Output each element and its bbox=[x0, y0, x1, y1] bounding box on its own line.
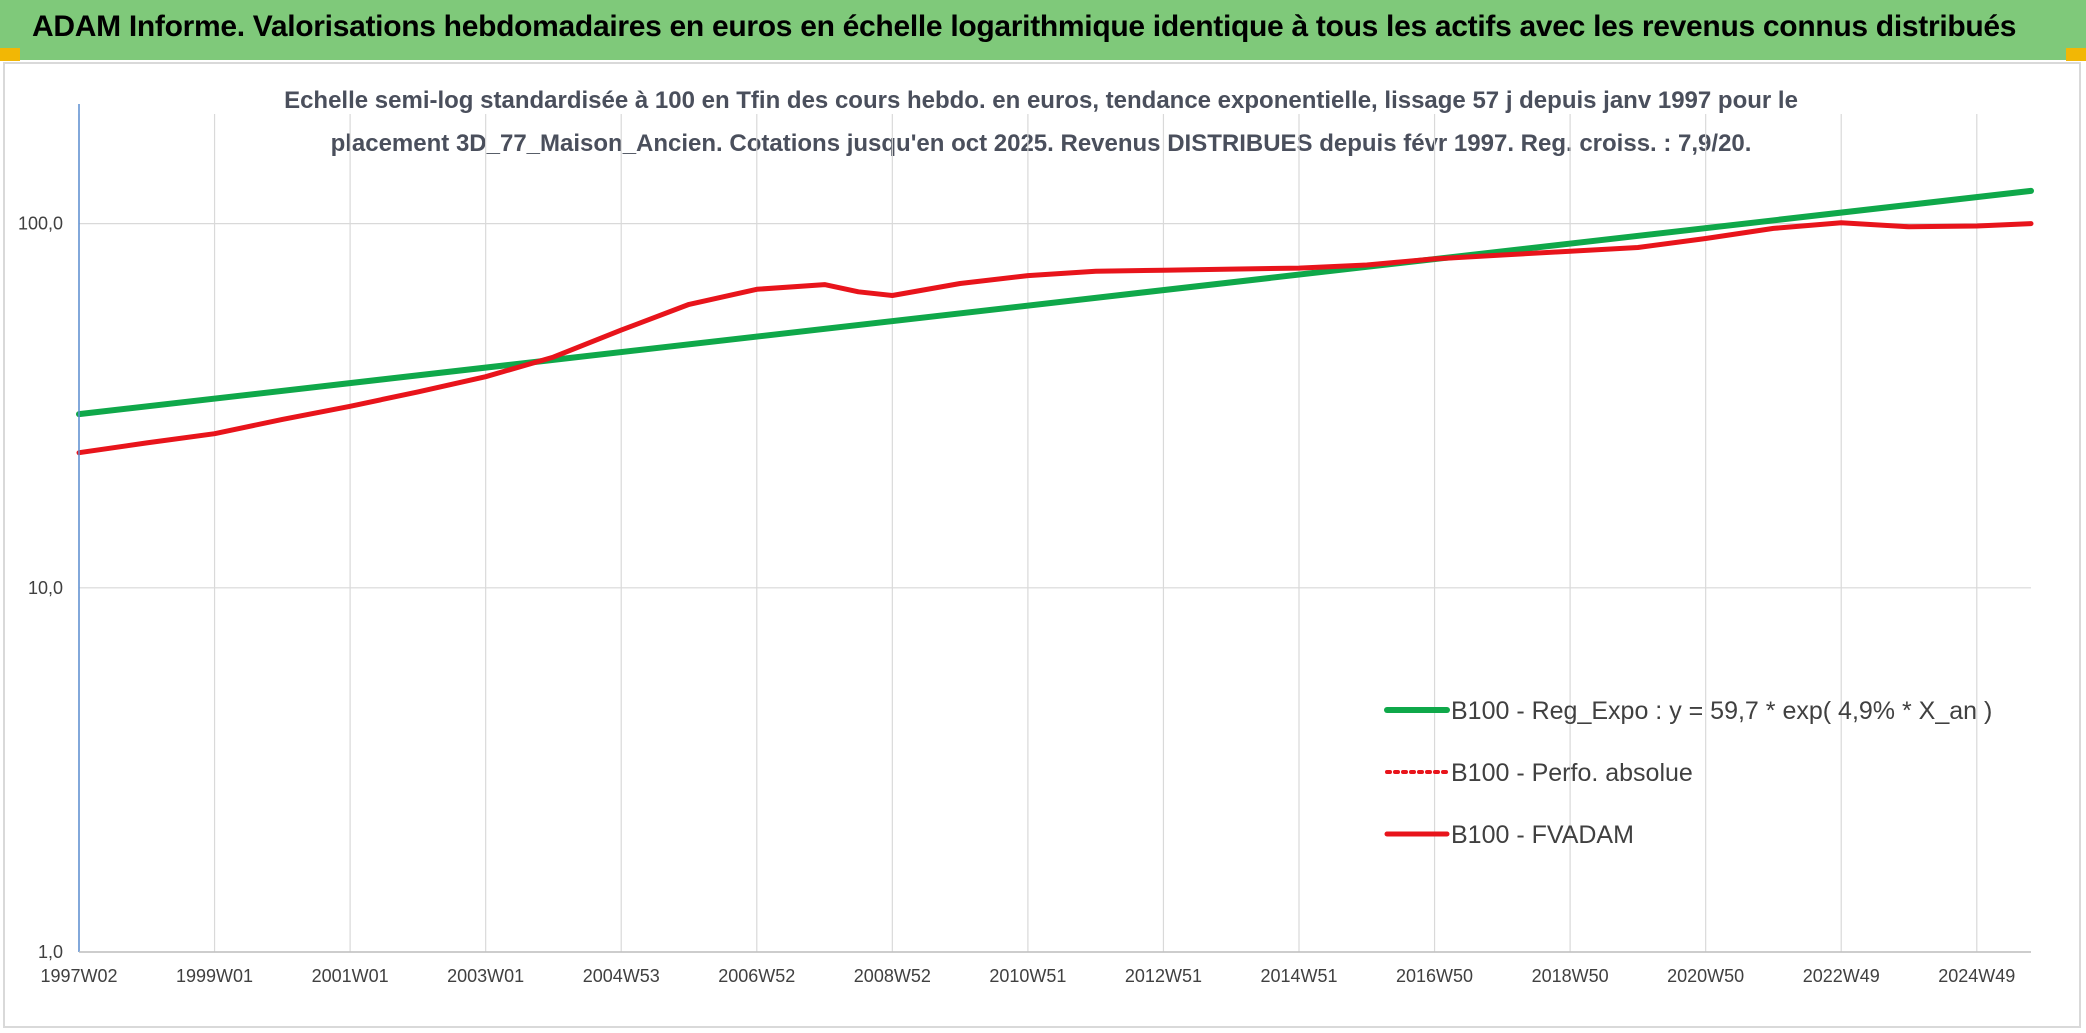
grid-layer bbox=[78, 114, 2031, 953]
x-tick-label: 2001W01 bbox=[312, 966, 389, 986]
chart-subtitle-line-1: Echelle semi-log standardisée à 100 en T… bbox=[284, 87, 1798, 114]
legend-label-1: B100 - Perfo. absolue bbox=[1451, 759, 1693, 787]
log-line-chart: Echelle semi-log standardisée à 100 en T… bbox=[18, 87, 2034, 986]
x-tick-label: 2022W49 bbox=[1803, 966, 1880, 986]
x-tick-label: 2018W50 bbox=[1532, 966, 1609, 986]
series-line-2 bbox=[76, 220, 2034, 456]
legend-label-2: B100 - FVADAM bbox=[1451, 821, 1634, 849]
legend-label-0: B100 - Reg_Expo : y = 59,7 * exp( 4,9% *… bbox=[1451, 697, 1992, 725]
x-tick-label: 2004W53 bbox=[583, 966, 660, 986]
x-tick-label: 2020W50 bbox=[1667, 966, 1744, 986]
x-tick-label: 2016W50 bbox=[1396, 966, 1473, 986]
x-tick-label: 2003W01 bbox=[447, 966, 524, 986]
x-tick-label: 2012W51 bbox=[1125, 966, 1202, 986]
x-tick-label: 2008W52 bbox=[854, 966, 931, 986]
chart-legend: B100 - Reg_Expo : y = 59,7 * exp( 4,9% *… bbox=[1384, 697, 1992, 849]
x-tick-label: 1997W02 bbox=[40, 966, 117, 986]
x-tick-label: 2014W51 bbox=[1260, 966, 1337, 986]
series-line-0 bbox=[76, 187, 2034, 418]
y-tick-label: 10,0 bbox=[28, 578, 63, 598]
chart-frame: Echelle semi-log standardisée à 100 en T… bbox=[3, 62, 2081, 1028]
y-tick-label: 100,0 bbox=[18, 214, 63, 234]
axis-layer: 1,0 10,0 100,0 1997W02 1999W01 2001W01 2003W01… bbox=[18, 104, 2031, 986]
corner-accent-left bbox=[0, 48, 20, 61]
x-tick-label: 2010W51 bbox=[989, 966, 1066, 986]
title-banner: ADAM Informe. Valorisations hebdomadaire… bbox=[0, 0, 2086, 60]
corner-accent-right bbox=[2066, 48, 2086, 61]
x-tick-label: 2006W52 bbox=[718, 966, 795, 986]
page-title: ADAM Informe. Valorisations hebdomadaire… bbox=[32, 10, 2017, 43]
chart-subtitle-line-2: placement 3D_77_Maison_Ancien. Cotations… bbox=[331, 130, 1752, 157]
series-layer bbox=[76, 187, 2034, 456]
x-tick-label: 2024W49 bbox=[1938, 966, 2015, 986]
y-tick-label: 1,0 bbox=[38, 942, 63, 962]
x-tick-label: 1999W01 bbox=[176, 966, 253, 986]
